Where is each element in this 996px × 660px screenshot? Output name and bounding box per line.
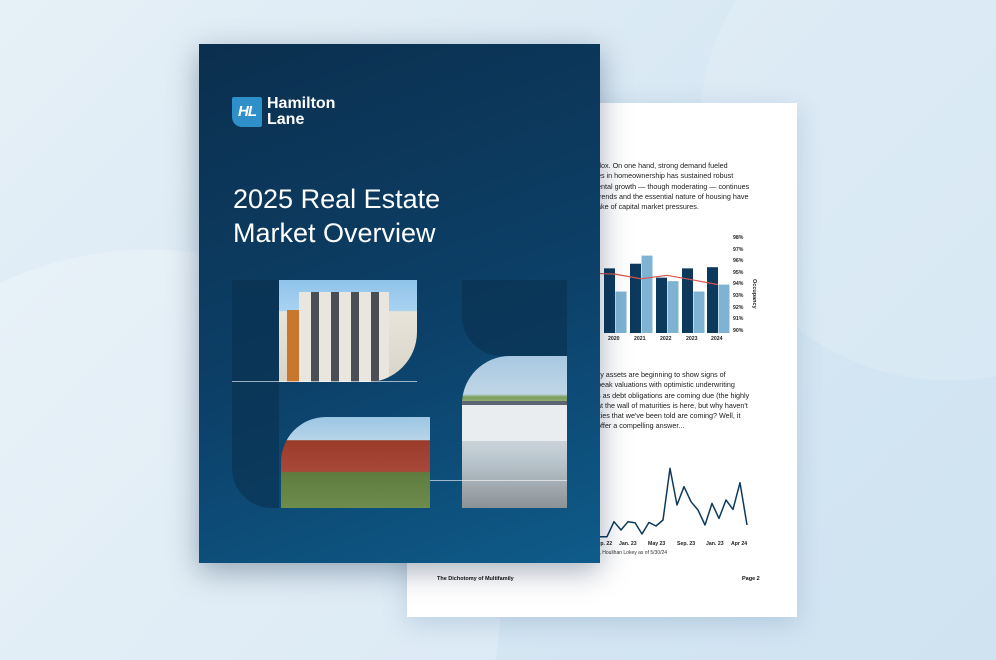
paragraph-2: ily assets are beginning to show signs o… <box>597 370 749 432</box>
y-tick-label: 94% <box>733 281 744 288</box>
y-tick-label: 92% <box>733 304 744 311</box>
y-tick-label: 90% <box>733 327 744 334</box>
hamilton-lane-logo-mark: HL <box>232 97 262 127</box>
x-tick-label: Apr 24 <box>731 541 748 547</box>
brick-campus-photo <box>281 417 430 508</box>
hamilton-lane-logo-text: Hamilton Lane <box>267 96 335 128</box>
bar-light-2021 <box>641 255 653 333</box>
y-tick-label: 97% <box>733 246 744 253</box>
text-line: at the wall of maturities is here, but w… <box>597 400 748 410</box>
x-tick-label: 2021 <box>634 336 646 342</box>
divider <box>232 381 417 382</box>
y-tick-label: 98% <box>733 235 744 241</box>
apartment-building-photo <box>279 280 417 382</box>
text-line: ental growth — though moderating — conti… <box>597 181 750 191</box>
text-line: ities that we've been told are coming? W… <box>597 411 741 421</box>
modern-building-photo <box>462 356 567 508</box>
title-line: Market Overview <box>233 218 436 248</box>
x-tick-label: Sep. 23 <box>677 541 696 547</box>
cover-panel <box>462 280 567 356</box>
occupancy-line <box>599 272 719 286</box>
text-line: trends and the essential nature of housi… <box>597 191 749 201</box>
x-tick-label: May 23 <box>648 541 666 547</box>
logo-line: Lane <box>267 111 305 128</box>
y-tick-label: 91% <box>733 316 744 323</box>
cover-panel <box>232 280 279 508</box>
occupancy-bar-chart <box>599 255 730 333</box>
title-line: 2025 Real Estate <box>233 184 441 214</box>
building-facade <box>462 401 567 441</box>
x-tick-label: 2024 <box>711 336 723 342</box>
bar-dark-2024 <box>707 267 718 333</box>
x-tick-label: Sep. 22 <box>594 541 613 547</box>
footer-title: The Dichotomy of Multifamily <box>437 576 514 582</box>
building-facade <box>299 292 389 382</box>
y-tick-label: 96% <box>733 258 744 265</box>
paragraph-1: dox. On one hand, strong demand fueled e… <box>597 161 749 212</box>
text-line: ake of capital market pressures. <box>597 202 699 212</box>
logo-line: Hamilton <box>267 95 336 112</box>
divider <box>430 480 567 481</box>
bar-light-2023 <box>693 291 705 333</box>
transactions-line <box>600 467 748 538</box>
x-tick-label: Jan. 23 <box>619 541 637 547</box>
transaction-line-chart <box>600 467 748 538</box>
text-line: s as debt obligations are coming due (th… <box>597 390 750 400</box>
text-line: es in homeownership has sustained robust <box>597 171 734 181</box>
bar-dark-2021 <box>630 263 641 333</box>
x-tick-label: 2022 <box>660 336 672 342</box>
bar-light-2024 <box>718 284 730 333</box>
balcony <box>287 310 299 382</box>
text-line: ily assets are beginning to show signs o… <box>597 370 726 379</box>
bar-light-2022 <box>667 281 679 333</box>
y-tick-label: 95% <box>733 269 744 276</box>
bar-dark-2023 <box>682 268 693 333</box>
x-tick-label: Jan. 23 <box>706 541 724 547</box>
x-tick-label: 2023 <box>686 336 698 342</box>
chart-source: s, Houlihan Lokey as of 5/30/24 <box>597 550 668 556</box>
page-number: Page 2 <box>742 576 760 582</box>
bar-dark-2022 <box>656 277 667 333</box>
x-tick-label: 2020 <box>608 336 620 342</box>
text-line: peak valuations with optimistic underwri… <box>597 380 735 390</box>
text-line: dox. On one hand, strong demand fueled <box>597 161 728 170</box>
report-title: 2025 Real Estate Market Overview <box>233 182 440 250</box>
y-tick-label: 93% <box>733 293 744 299</box>
bar-light-2020 <box>615 291 627 333</box>
text-line: offer a compelling answer... <box>597 421 685 431</box>
report-cover: HL Hamilton Lane 2025 Real Estate Market… <box>199 44 600 563</box>
bar-dark-2020 <box>604 268 615 333</box>
